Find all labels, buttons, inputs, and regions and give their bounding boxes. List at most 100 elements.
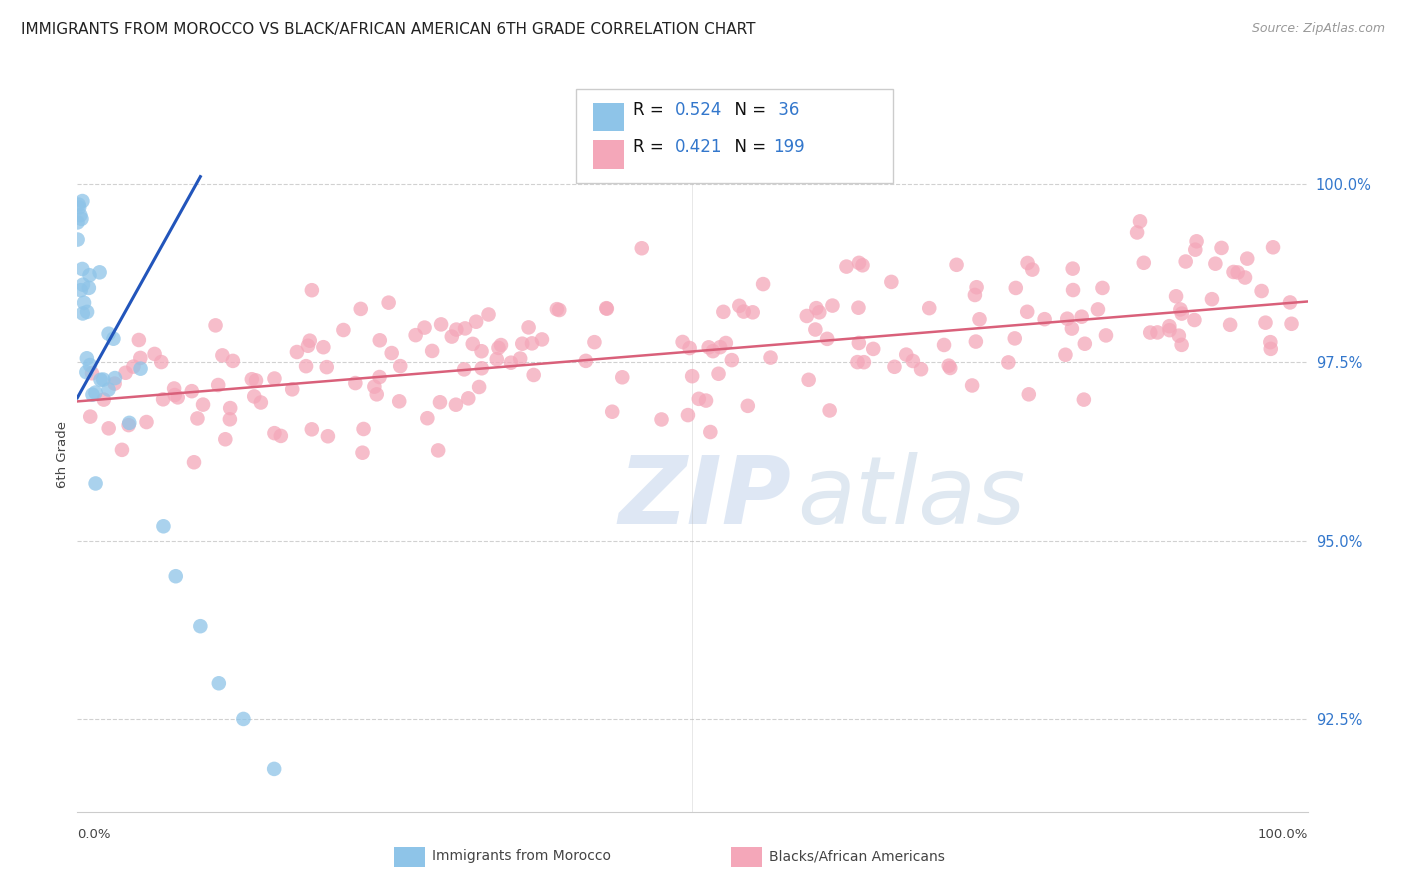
Point xyxy=(245,373,267,387)
Point xyxy=(966,280,988,294)
Point xyxy=(1132,256,1154,270)
Point xyxy=(270,429,292,443)
Point xyxy=(219,401,242,415)
Point xyxy=(728,299,751,313)
Point xyxy=(488,341,510,355)
Point xyxy=(575,354,598,368)
Point xyxy=(350,301,373,316)
Point xyxy=(84,385,107,400)
Point xyxy=(1073,392,1095,407)
Point xyxy=(695,393,717,408)
Point xyxy=(697,340,720,354)
Text: 0.421: 0.421 xyxy=(675,138,723,156)
Text: ZIP: ZIP xyxy=(619,451,792,544)
Point xyxy=(477,308,499,322)
Point xyxy=(688,392,710,406)
Point xyxy=(353,422,375,436)
Point xyxy=(969,312,991,326)
Point xyxy=(76,351,98,366)
Point xyxy=(759,351,782,365)
Text: atlas: atlas xyxy=(797,452,1025,543)
Point xyxy=(440,329,463,343)
Point xyxy=(471,361,494,376)
Point xyxy=(499,356,522,370)
Point xyxy=(188,619,212,633)
Point xyxy=(129,351,152,365)
Point xyxy=(66,215,89,229)
Point xyxy=(453,362,475,376)
Point xyxy=(1087,302,1109,317)
Point xyxy=(72,277,94,292)
Point xyxy=(681,369,703,384)
Point xyxy=(84,476,107,491)
Y-axis label: 6th Grade: 6th Grade xyxy=(56,421,69,489)
Text: IMMIGRANTS FROM MOROCCO VS BLACK/AFRICAN AMERICAN 6TH GRADE CORRELATION CHART: IMMIGRANTS FROM MOROCCO VS BLACK/AFRICAN… xyxy=(21,22,755,37)
Point xyxy=(752,277,775,291)
Point xyxy=(180,384,202,399)
Point xyxy=(97,421,120,435)
Point xyxy=(932,338,955,352)
Point xyxy=(517,320,540,334)
Point xyxy=(1211,241,1233,255)
Point xyxy=(263,371,285,385)
Point xyxy=(741,305,763,319)
Point xyxy=(583,335,606,350)
Point xyxy=(1170,302,1192,317)
Point xyxy=(461,337,484,351)
Point xyxy=(446,322,468,336)
Point xyxy=(344,376,367,390)
Point xyxy=(1204,257,1226,271)
Point xyxy=(73,295,96,310)
Point xyxy=(1056,311,1078,326)
Point xyxy=(263,762,285,776)
Point xyxy=(707,367,730,381)
Point xyxy=(457,392,479,406)
Point xyxy=(1226,265,1249,279)
Text: Blacks/African Americans: Blacks/African Americans xyxy=(769,849,945,863)
Point xyxy=(1167,328,1189,343)
Point xyxy=(368,334,391,348)
Point xyxy=(963,288,986,302)
Point xyxy=(69,208,91,222)
Point xyxy=(214,432,236,446)
Point xyxy=(295,359,318,374)
Point xyxy=(1054,348,1077,362)
Point xyxy=(918,301,941,315)
Point xyxy=(297,339,319,353)
Point xyxy=(600,405,623,419)
Point xyxy=(152,392,174,407)
Point xyxy=(901,354,924,368)
Point xyxy=(815,332,838,346)
Point xyxy=(650,412,672,426)
Point xyxy=(1260,342,1282,356)
Point xyxy=(818,403,841,417)
Point xyxy=(485,352,508,367)
Point xyxy=(1017,305,1039,319)
Text: Source: ZipAtlas.com: Source: ZipAtlas.com xyxy=(1251,22,1385,36)
Point xyxy=(1004,281,1026,295)
Point xyxy=(896,348,918,362)
Point xyxy=(910,362,932,376)
Point xyxy=(1164,289,1187,303)
Point xyxy=(66,233,89,247)
Point xyxy=(737,399,759,413)
Point xyxy=(143,347,166,361)
Point xyxy=(721,353,744,368)
Point xyxy=(1126,226,1149,240)
Point xyxy=(672,334,695,349)
Point xyxy=(676,408,699,422)
Point xyxy=(72,194,94,208)
Point xyxy=(1033,312,1056,326)
Point xyxy=(207,378,229,392)
Text: R =: R = xyxy=(633,138,669,156)
Point xyxy=(79,409,101,424)
Point xyxy=(103,332,125,346)
Point xyxy=(848,336,870,351)
Point xyxy=(1018,387,1040,401)
Point xyxy=(416,411,439,425)
Point xyxy=(1139,326,1161,340)
Point xyxy=(733,304,755,318)
Point xyxy=(678,341,700,355)
Point xyxy=(263,426,285,441)
Point xyxy=(69,283,91,297)
